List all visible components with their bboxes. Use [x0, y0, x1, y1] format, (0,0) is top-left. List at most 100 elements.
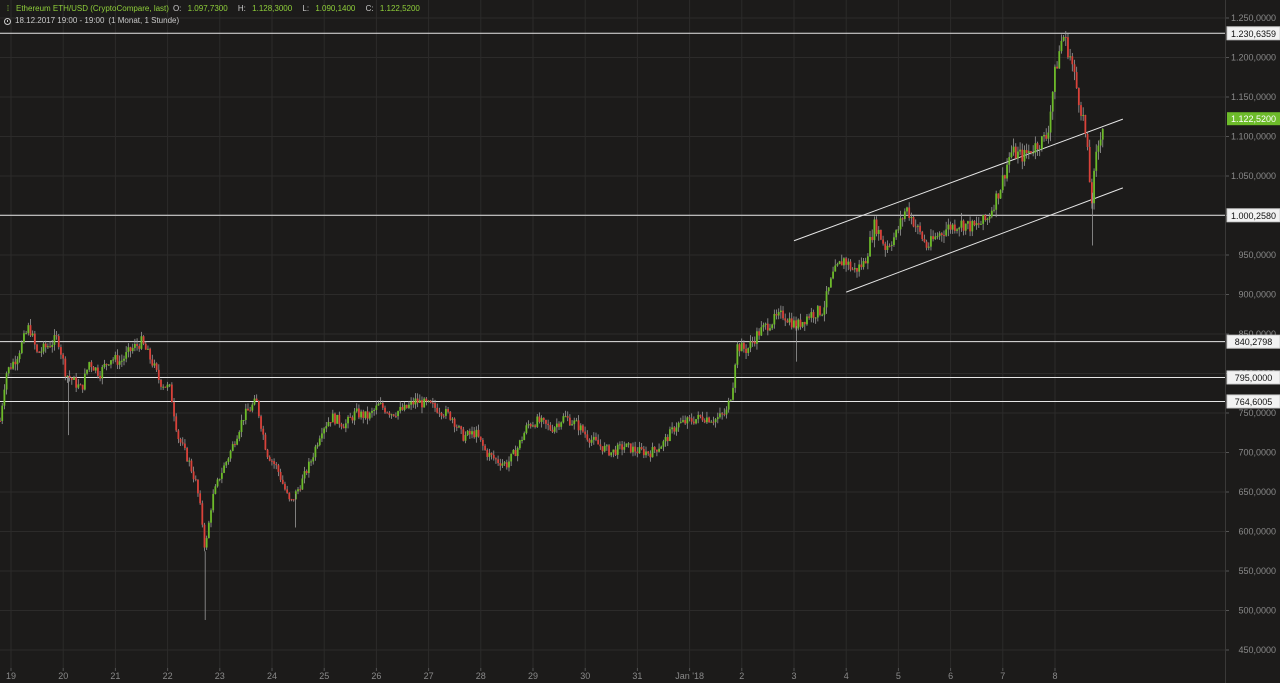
- x-tick-label: 3: [791, 671, 796, 681]
- level-label: 1.000,2580: [1231, 211, 1276, 221]
- candle-up: [16, 359, 19, 365]
- candle-down: [840, 261, 843, 266]
- candle-up: [1, 405, 4, 421]
- x-tick-label: 6: [948, 671, 953, 681]
- trend-line: [793, 118, 1124, 242]
- candle-up: [814, 317, 817, 319]
- candle-down: [449, 411, 452, 420]
- candle-down: [186, 447, 188, 462]
- candle-down: [640, 447, 643, 450]
- candle-down: [653, 447, 656, 450]
- candle-down: [434, 403, 436, 408]
- candle-up: [331, 413, 334, 423]
- candle-up: [669, 429, 671, 442]
- candle-up: [993, 209, 995, 211]
- candle-up: [625, 443, 628, 447]
- candle-up: [323, 428, 326, 434]
- candle-up: [797, 319, 800, 329]
- candle-down: [577, 420, 580, 431]
- candle-up: [866, 256, 869, 264]
- candle-up: [916, 225, 919, 227]
- candle-down: [90, 362, 93, 368]
- candle-down: [362, 411, 365, 418]
- candle-up: [18, 353, 21, 360]
- candle-up: [297, 489, 299, 492]
- candle-up: [512, 450, 515, 454]
- candle-down: [190, 460, 193, 472]
- candle-up: [458, 426, 460, 428]
- level-badge: [1226, 370, 1280, 385]
- chart-header: ⁞ Ethereum ETH/USD (CryptoCompare, last)…: [4, 3, 428, 27]
- ohlc-high: H: 1.128,3000: [237, 4, 293, 13]
- candle-up: [410, 401, 413, 405]
- candle-down: [690, 418, 693, 422]
- x-tick-label: 23: [215, 671, 225, 681]
- candle-down: [812, 312, 815, 318]
- candle-down: [55, 335, 58, 337]
- candle-up: [958, 227, 961, 230]
- candle-up: [1008, 157, 1011, 165]
- candle-up: [101, 367, 104, 379]
- candle-up: [131, 347, 134, 352]
- level-badge: [1226, 394, 1280, 409]
- candle-down: [62, 354, 65, 359]
- x-tick-label: 29: [528, 671, 538, 681]
- candle-down: [1056, 66, 1058, 69]
- candle-down: [1036, 143, 1039, 150]
- candle-down: [14, 361, 17, 365]
- candle-up: [66, 375, 69, 377]
- candle-down: [1080, 105, 1082, 116]
- grid: [0, 0, 1225, 668]
- candle-down: [255, 398, 258, 401]
- candle-up: [321, 433, 323, 439]
- candle-down: [1064, 36, 1067, 38]
- candle-down: [44, 343, 47, 348]
- candle-up: [736, 344, 739, 365]
- candle-down: [851, 269, 854, 271]
- candle-down: [742, 342, 745, 349]
- candle-up: [616, 444, 619, 455]
- candle-down: [60, 347, 62, 355]
- candle-up: [823, 307, 826, 315]
- candle-up: [553, 427, 556, 432]
- candles-icon: ⁞: [6, 4, 10, 13]
- candle-down: [551, 429, 554, 432]
- candle-down: [558, 423, 560, 427]
- candle-down: [429, 400, 432, 403]
- x-tick-label: 20: [58, 671, 68, 681]
- candle-up: [368, 412, 371, 419]
- candle-down: [342, 426, 345, 429]
- candle-down: [588, 439, 591, 443]
- candle-down: [949, 224, 952, 230]
- candle-down: [1021, 149, 1024, 162]
- candle-down: [888, 245, 891, 247]
- candle-up: [316, 444, 319, 447]
- candle-down: [157, 369, 160, 380]
- candle-down: [412, 401, 415, 405]
- candle-up: [307, 461, 310, 474]
- candle-down: [845, 258, 848, 265]
- candle-up: [521, 439, 523, 441]
- candle-up: [999, 190, 1002, 199]
- candle-up: [825, 291, 828, 308]
- candle-up: [532, 425, 534, 427]
- candle-up: [749, 341, 752, 349]
- x-tick-label: 21: [110, 671, 120, 681]
- candle-up: [1054, 66, 1056, 92]
- trend-line: [846, 187, 1124, 293]
- candle-up: [83, 373, 86, 390]
- candle-down: [497, 459, 500, 464]
- candle-down: [495, 458, 497, 460]
- candle-down: [655, 449, 658, 452]
- candle-down: [647, 451, 650, 454]
- candle-up: [951, 224, 954, 230]
- candle-down: [144, 343, 147, 350]
- candle-down: [384, 407, 386, 413]
- candle-up: [344, 423, 347, 429]
- candle-up: [1032, 152, 1035, 154]
- candle-down: [634, 446, 637, 452]
- candle-up: [353, 411, 356, 421]
- candle-up: [664, 437, 667, 442]
- candle-down: [586, 434, 589, 440]
- candle-up: [375, 405, 378, 410]
